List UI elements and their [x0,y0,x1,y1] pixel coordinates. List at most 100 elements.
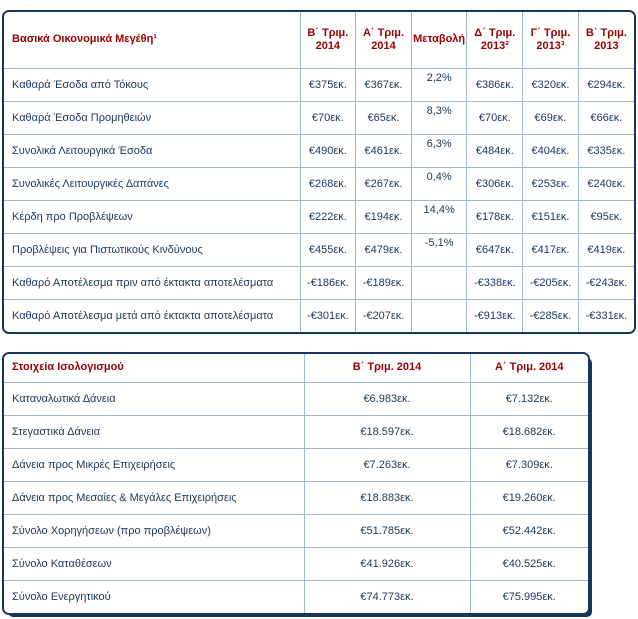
column-header-q1-2014: Α΄ Τριμ. 2014 [355,12,412,69]
cell-value: -€338εκ. [466,266,524,300]
row-label: Καθαρό Αποτέλεσμα μετά από έκτακτα αποτε… [4,299,301,332]
table-row: Συνολικά Λειτουργικά Έσοδα €490εκ. €461ε… [4,134,634,168]
cell-value: €51.785εκ. [304,514,471,548]
cell-change: -5,1% [411,233,468,267]
column-header-q1-2014: Α΄ Τριμ. 2014 [470,354,588,383]
cell-value: €240εκ. [578,167,634,201]
table-row: Καθαρό Αποτέλεσμα πριν από έκτακτα αποτε… [4,266,634,300]
cell-value: €95εκ. [578,200,634,234]
column-header-q2-2013: Β΄ Τριμ. 2013 [578,12,634,69]
column-header-q2-2014: Β΄ Τριμ. 2014 [300,12,357,69]
table-row: Καθαρό Αποτέλεσμα μετά από έκτακτα αποτε… [4,299,634,332]
cell-value: -€913εκ. [466,299,524,332]
financial-highlights-grid: Βασικά Οικονομικά Μεγέθη¹ Β΄ Τριμ. 2014 … [4,12,634,332]
cell-value: -€186εκ. [300,266,357,300]
cell-value: €417εκ. [522,233,579,267]
cell-value: €367εκ. [355,68,412,102]
table-row: Στεγαστικά Δάνεια €18.597εκ. €18.682εκ. [4,415,588,449]
row-label: Καθαρό Αποτέλεσμα πριν από έκτακτα αποτε… [4,266,301,300]
cell-value: €455εκ. [300,233,357,267]
table2-title: Στοιχεία Ισολογισμού [4,354,305,383]
cell-value: €419εκ. [578,233,634,267]
row-label: Καταναλωτικά Δάνεια [4,382,305,416]
cell-value: €52.442εκ. [470,514,588,548]
table-row: Καθαρά Έσοδα από Τόκους €375εκ. €367εκ. … [4,68,634,102]
cell-change: 14,4% [411,200,468,234]
cell-change: 0,4% [411,167,468,201]
row-label: Καθαρά Έσοδα Προμηθειών [4,101,301,135]
cell-value: €294εκ. [578,68,634,102]
cell-value: €65εκ. [355,101,412,135]
cell-value: €490εκ. [300,134,357,168]
table-row: Συνολικές Λειτουργικές Δαπάνες €268εκ. €… [4,167,634,201]
column-header-q4-2013: Δ΄ Τριμ. 2013² [466,12,524,69]
cell-value: -€331εκ. [578,299,634,332]
column-header-change: Μεταβολή [411,12,468,69]
cell-value: €386εκ. [466,68,524,102]
cell-value: €70εκ. [466,101,524,135]
column-header-q2-2014: Β΄ Τριμ. 2014 [304,354,471,383]
cell-value: €7.263εκ. [304,448,471,482]
table-row: Καταναλωτικά Δάνεια €6.983εκ. €7.132εκ. [4,382,588,416]
cell-value: €70εκ. [300,101,357,135]
row-label: Σύνολο Ενεργητικού [4,580,305,613]
row-label: Δάνεια προς Μικρές Επιχειρήσεις [4,448,305,482]
cell-value: €69εκ. [522,101,579,135]
cell-change [411,266,468,300]
cell-value: €479εκ. [355,233,412,267]
cell-value: €404εκ. [522,134,579,168]
cell-value: -€285εκ. [522,299,579,332]
row-label: Συνολικά Λειτουργικά Έσοδα [4,134,301,168]
table-row: Σύνολο Χορηγήσεων (προ προβλέψεων) €51.7… [4,514,588,548]
table-row: Καθαρά Έσοδα Προμηθειών €70εκ. €65εκ. 8,… [4,101,634,135]
table1-title: Βασικά Οικονομικά Μεγέθη¹ [4,12,301,69]
row-label: Προβλέψεις για Πιστωτικούς Κινδύνους [4,233,301,267]
table-row: Σύνολο Καταθέσεων €41.926εκ. €40.525εκ. [4,547,588,581]
row-label: Καθαρά Έσοδα από Τόκους [4,68,301,102]
balance-sheet-grid: Στοιχεία Ισολογισμού Β΄ Τριμ. 2014 Α΄ Τρ… [4,354,588,613]
cell-value: €40.525εκ. [470,547,588,581]
cell-change: 8,3% [411,101,468,135]
table-row: Προβλέψεις για Πιστωτικούς Κινδύνους €45… [4,233,634,267]
row-label: Συνολικές Λειτουργικές Δαπάνες [4,167,301,201]
cell-value: €7.132εκ. [470,382,588,416]
column-header-q3-2013: Γ΄ Τριμ. 2013³ [522,12,579,69]
cell-value: €151εκ. [522,200,579,234]
cell-value: €222εκ. [300,200,357,234]
row-label: Σύνολο Χορηγήσεων (προ προβλέψεων) [4,514,305,548]
table-header-row: Βασικά Οικονομικά Μεγέθη¹ Β΄ Τριμ. 2014 … [4,12,634,69]
table-header-row: Στοιχεία Ισολογισμού Β΄ Τριμ. 2014 Α΄ Τρ… [4,354,588,383]
cell-value: €306εκ. [466,167,524,201]
table-row: Δάνεια προς Μεσαίες & Μεγάλες Επιχειρήσε… [4,481,588,515]
row-label: Κέρδη προ Προβλέψεων [4,200,301,234]
table-row: Σύνολο Ενεργητικού €74.773εκ. €75.995εκ. [4,580,588,613]
balance-sheet-table: Στοιχεία Ισολογισμού Β΄ Τριμ. 2014 Α΄ Τρ… [2,352,590,615]
financial-highlights-table: Βασικά Οικονομικά Μεγέθη¹ Β΄ Τριμ. 2014 … [2,10,636,334]
cell-change [411,299,468,332]
cell-value: €74.773εκ. [304,580,471,613]
table-row: Δάνεια προς Μικρές Επιχειρήσεις €7.263εκ… [4,448,588,482]
cell-value: -€205εκ. [522,266,579,300]
cell-value: €335εκ. [578,134,634,168]
cell-value: €484εκ. [466,134,524,168]
cell-value: €19.260εκ. [470,481,588,515]
cell-value: €461εκ. [355,134,412,168]
row-label: Δάνεια προς Μεσαίες & Μεγάλες Επιχειρήσε… [4,481,305,515]
cell-change: 2,2% [411,68,468,102]
cell-value: €178εκ. [466,200,524,234]
cell-value: €253εκ. [522,167,579,201]
cell-value: -€301εκ. [300,299,357,332]
cell-value: -€207εκ. [355,299,412,332]
cell-value: €194εκ. [355,200,412,234]
cell-value: €41.926εκ. [304,547,471,581]
cell-value: €18.682εκ. [470,415,588,449]
cell-value: €6.983εκ. [304,382,471,416]
cell-value: €647εκ. [466,233,524,267]
cell-value: €320εκ. [522,68,579,102]
cell-value: €7.309εκ. [470,448,588,482]
cell-value: -€243εκ. [578,266,634,300]
table-row: Κέρδη προ Προβλέψεων €222εκ. €194εκ. 14,… [4,200,634,234]
cell-value: €66εκ. [578,101,634,135]
cell-value: €267εκ. [355,167,412,201]
